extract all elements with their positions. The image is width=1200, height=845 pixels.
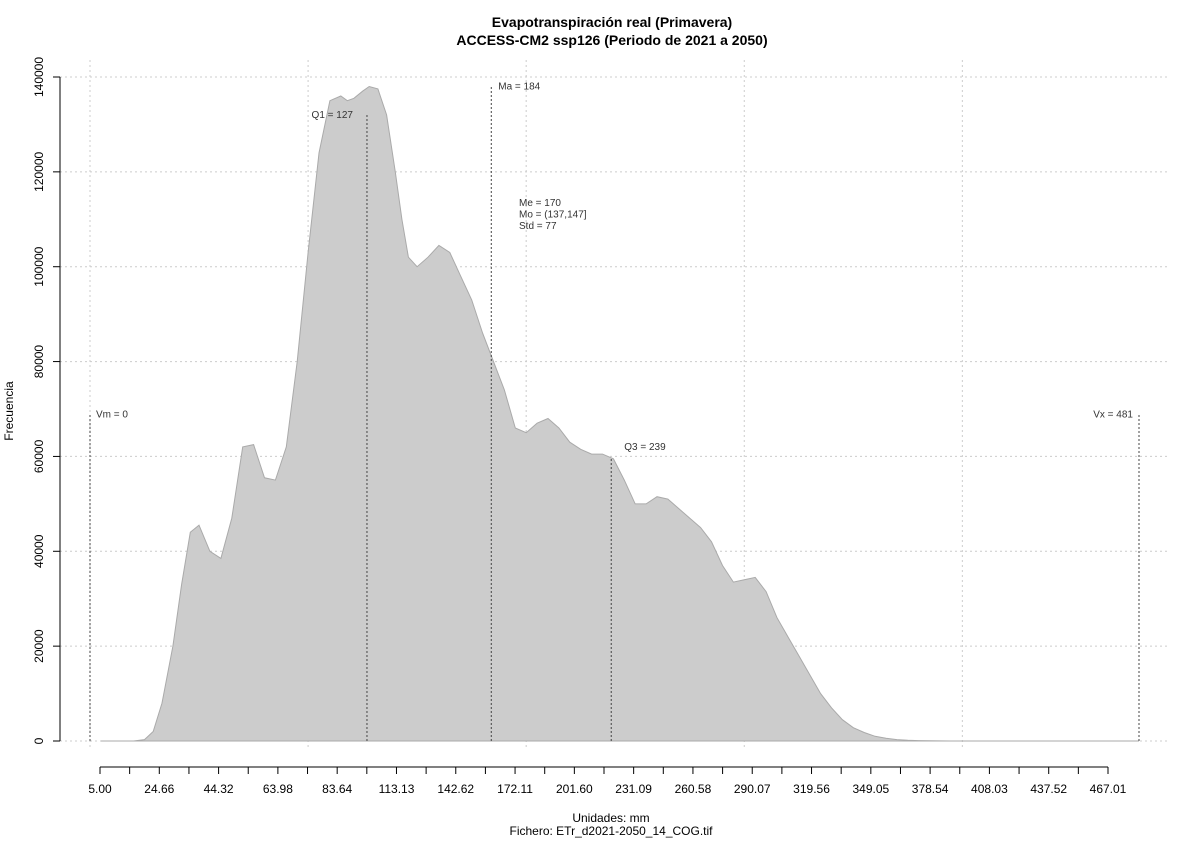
y-tick-label: 140000 (32, 57, 46, 97)
stat-label: Me = 170 (519, 198, 561, 209)
x-tick-label: 290.07 (734, 782, 771, 796)
y-axis-title: Frecuencia (2, 381, 16, 441)
chart-title: Evapotranspiración real (Primavera) (492, 14, 732, 30)
area-layer (100, 85, 1139, 742)
x-tick-label: 437.52 (1030, 782, 1067, 796)
y-tick-label: 80000 (32, 345, 46, 379)
y-tick-label: 100000 (32, 246, 46, 286)
y-tick-label: 0 (32, 737, 46, 744)
x-tick-label: 201.60 (556, 782, 593, 796)
x-tick-label: 408.03 (971, 782, 1008, 796)
y-tick-label: 60000 (32, 439, 46, 473)
x-tick-label: 44.32 (204, 782, 234, 796)
vx-label: Vx = 481 (1093, 410, 1133, 421)
file-caption: Fichero: ETr_d2021-2050_14_COG.tif (510, 824, 714, 838)
y-tick-label: 20000 (32, 629, 46, 663)
x-tick-label: 467.01 (1090, 782, 1127, 796)
q3-label: Q3 = 239 (624, 442, 666, 453)
x-tick-label: 260.58 (675, 782, 712, 796)
density-area (100, 85, 1139, 742)
x-tick-label: 231.09 (615, 782, 652, 796)
x-tick-label: 83.64 (322, 782, 352, 796)
annotation-layer: Vm = 0 Vx = 481 Q1 = 127 Ma = 184 Q3 = 239 Me… (89, 81, 1140, 741)
x-tick-label: 349.05 (852, 782, 889, 796)
axis-layer: 0 20000 40000 60000 80000 100000 120000 140000 5… (32, 57, 1127, 796)
x-tick-label: 378.54 (912, 782, 949, 796)
x-tick-label: 142.62 (437, 782, 474, 796)
x-tick-label: 113.13 (379, 782, 415, 796)
x-tick-label: 172.11 (497, 782, 533, 796)
ma-label: Ma = 184 (498, 81, 540, 92)
y-tick-label: 120000 (32, 152, 46, 192)
y-tick-label: 40000 (32, 534, 46, 568)
x-tick-label: 63.98 (263, 782, 293, 796)
q1-label: Q1 = 127 (312, 110, 354, 121)
stat-label: Std = 77 (519, 221, 557, 232)
stat-label: Mo = (137,147] (519, 210, 587, 221)
x-axis-title: Unidades: mm (572, 811, 649, 825)
chart-subtitle: ACCESS-CM2 ssp126 (Periodo de 2021 a 205… (456, 32, 767, 48)
x-tick-label: 319.56 (793, 782, 830, 796)
x-tick-label: 5.00 (88, 782, 112, 796)
x-tick-label: 24.66 (144, 782, 174, 796)
vm-label: Vm = 0 (96, 410, 128, 421)
